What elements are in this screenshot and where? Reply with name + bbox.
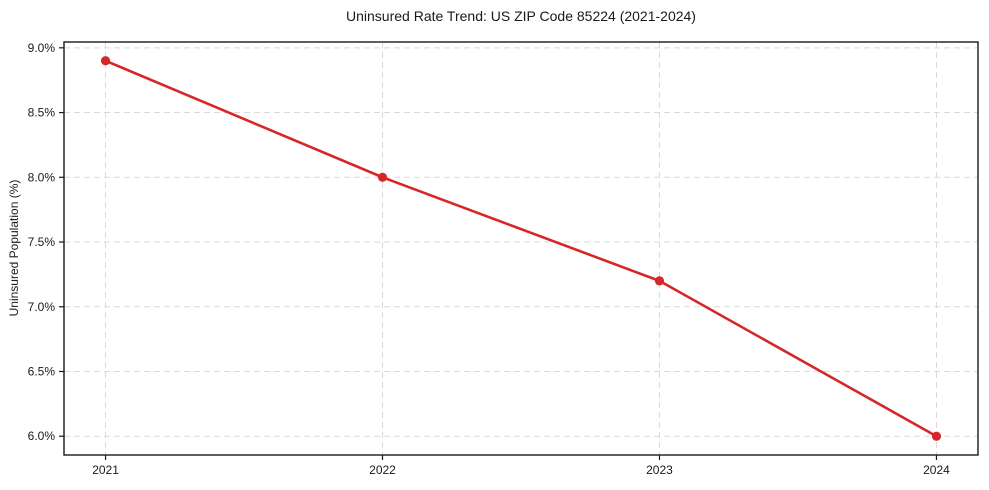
plot-frame <box>63 41 979 456</box>
data-point-marker <box>654 276 665 286</box>
y-tick-label: 8.5% <box>28 106 56 120</box>
y-tick-label: 6.0% <box>28 429 56 443</box>
x-tick-label: 2023 <box>646 463 673 477</box>
data-point-marker <box>377 172 388 182</box>
x-tick-label: 2021 <box>92 463 119 477</box>
chart-title: Uninsured Rate Trend: US ZIP Code 85224 … <box>346 8 696 24</box>
y-tick-label: 6.5% <box>28 364 56 378</box>
y-tick-label: 7.0% <box>28 300 56 314</box>
x-tick-label: 2022 <box>369 463 396 477</box>
data-point-marker <box>931 431 942 441</box>
data-point-marker <box>100 56 111 66</box>
x-tick-label: 2024 <box>923 463 950 477</box>
y-tick-label: 8.0% <box>28 170 56 184</box>
trend-line <box>104 59 938 438</box>
y-tick-label: 7.5% <box>28 235 56 249</box>
y-tick-label: 9.0% <box>28 41 56 55</box>
